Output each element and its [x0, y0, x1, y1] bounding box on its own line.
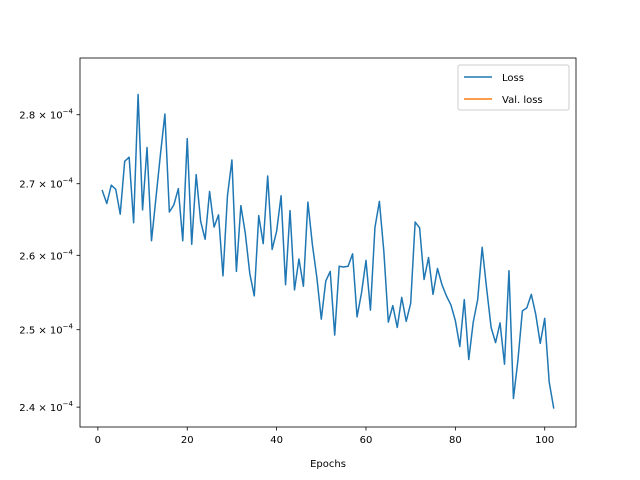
series-line-0	[101, 93, 555, 409]
x-tick-label: 40	[270, 435, 283, 446]
y-tick-label: 2.8 × 10−4	[19, 108, 73, 122]
axes-frame	[79, 57, 577, 428]
x-axis: 0 20 40 60 80 100	[95, 427, 554, 446]
x-axis-label: Epochs	[310, 459, 346, 470]
legend: Loss Val. loss	[457, 64, 570, 111]
y-tick-label: 2.5 × 10−4	[19, 323, 73, 337]
legend-label-1: Val. loss	[502, 95, 543, 106]
x-tick-label: 0	[95, 435, 101, 446]
x-tick-label: 100	[535, 435, 554, 446]
x-tick-label: 80	[449, 435, 462, 446]
y-tick-label: 2.6 × 10−4	[19, 248, 73, 262]
y-axis: 2.4 × 10−4 2.5 × 10−4 2.6 × 10−4 2.7 × 10−4…	[19, 108, 80, 414]
x-tick-label: 60	[360, 435, 373, 446]
x-tick-label: 20	[181, 435, 194, 446]
legend-label-0: Loss	[502, 73, 524, 84]
plot-lines	[101, 93, 555, 409]
y-tick-label: 2.4 × 10−4	[19, 400, 73, 414]
y-tick-label: 2.7 × 10−4	[19, 177, 73, 191]
